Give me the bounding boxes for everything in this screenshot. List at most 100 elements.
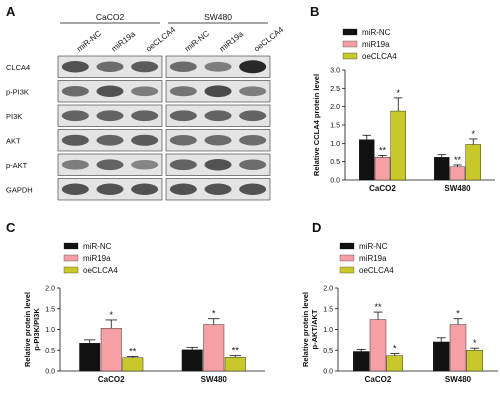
bar: [359, 139, 375, 181]
legend-entry: miR-NC: [83, 242, 112, 251]
panel-letter-d: D: [312, 220, 321, 235]
bar: [203, 324, 225, 372]
bar-chart-c: 0.0 0.5 1.0 1.5 2.0 Relative protein levelp-P…: [23, 242, 265, 384]
significance-mark: **: [374, 302, 382, 312]
legend-entry: miR19a: [362, 40, 390, 49]
y-tick-label: 0.5: [330, 159, 340, 166]
blot-band: [239, 60, 267, 74]
category-label: CaCO2: [365, 375, 392, 384]
blot-band: [96, 134, 124, 146]
bar: [353, 351, 370, 372]
significance-mark: *: [396, 88, 400, 98]
legend-entry: oeCLCA4: [362, 52, 397, 61]
y-tick-label: 0.5: [323, 348, 333, 355]
legend-entry: oeCLCA4: [83, 266, 118, 275]
legend-entry: oeCLCA4: [359, 266, 394, 275]
cell-line-label: SW480: [204, 12, 232, 22]
legend-entry: miR19a: [83, 254, 111, 263]
blot-band: [204, 159, 232, 171]
category-label: SW480: [444, 184, 471, 193]
y-tick-label: 1.5: [330, 123, 340, 130]
blot-band: [169, 159, 197, 171]
blot-band: [96, 183, 124, 195]
bar-chart-b: 0.0 0.5 1.0 1.5 2.0 2.5 3.0 Relative CCLA4 prot…: [312, 28, 495, 193]
legend-swatch: [339, 254, 355, 262]
blot-band: [61, 61, 89, 73]
y-tick-label: 1.0: [330, 141, 340, 148]
bar: [465, 144, 481, 181]
y-axis-label: Relative protein levelp-AKT/AKT: [301, 292, 319, 367]
blot-band: [239, 135, 267, 146]
y-axis-label: Relative CCLA4 protein level: [312, 74, 321, 176]
blot-band: [131, 110, 159, 122]
y-tick-label: 1.0: [323, 327, 333, 334]
bar: [181, 349, 203, 372]
legend-entry: miR19a: [359, 254, 387, 263]
y-tick-label: 2.0: [323, 286, 333, 293]
blot-band: [204, 135, 232, 146]
significance-mark: **: [454, 155, 462, 165]
category-label: SW480: [201, 375, 228, 384]
blot-band: [204, 183, 232, 195]
legend-swatch: [342, 40, 358, 48]
lane-label: miR19a: [110, 29, 138, 53]
y-tick-label: 2.0: [45, 286, 55, 293]
y-tick-label: 1.0: [45, 327, 55, 334]
blot-band: [204, 110, 232, 122]
legend-swatch: [63, 242, 79, 250]
blot-band: [131, 86, 159, 97]
panel-letter-b: B: [310, 4, 319, 19]
significance-mark: *: [212, 309, 216, 319]
protein-label: GAPDH: [6, 185, 33, 194]
y-tick-label: 0.0: [45, 369, 55, 376]
y-tick-label: 0.0: [330, 178, 340, 185]
legend-swatch: [63, 266, 79, 274]
y-tick-label: 0.5: [45, 348, 55, 355]
lane-label: oeCLCA4: [252, 25, 285, 54]
bar: [224, 357, 246, 372]
blot-band: [96, 61, 124, 72]
significance-mark: *: [109, 310, 113, 320]
blot-band: [61, 110, 89, 122]
protein-label: p-PI3K: [6, 87, 29, 96]
blot-band: [96, 110, 124, 122]
significance-mark: *: [393, 344, 397, 354]
blot-band: [169, 183, 197, 195]
blot-band: [61, 134, 89, 146]
significance-mark: **: [232, 346, 240, 356]
category-label: SW480: [445, 375, 472, 384]
lane-label: miR19a: [218, 29, 246, 53]
blot-band: [131, 134, 159, 146]
blot-band: [239, 183, 267, 195]
bar: [466, 350, 483, 372]
blot-band: [96, 159, 124, 171]
bar: [386, 355, 403, 372]
blot-band: [204, 61, 232, 72]
panel-letter-c: C: [6, 220, 16, 235]
significance-mark: **: [379, 145, 387, 155]
blot-band: [239, 110, 267, 122]
blot-band: [169, 135, 197, 146]
blot-band: [169, 86, 197, 97]
blot-band: [169, 110, 197, 122]
bar: [122, 357, 144, 372]
bar: [434, 157, 450, 181]
cell-line-label: CaCO2: [96, 12, 125, 22]
y-tick-label: 2.5: [330, 86, 340, 93]
y-tick-label: 2.0: [330, 104, 340, 111]
blot-band: [169, 61, 197, 72]
bar: [100, 328, 122, 372]
blot-band: [61, 183, 89, 195]
significance-mark: **: [129, 346, 137, 356]
lane-label: oeCLCA4: [144, 25, 177, 54]
lane-label: miR-NC: [183, 29, 211, 54]
significance-mark: *: [471, 129, 475, 139]
blot-band: [131, 61, 159, 73]
y-tick-label: 1.5: [45, 306, 55, 313]
blot-band: [131, 160, 159, 170]
category-label: CaCO2: [98, 375, 125, 384]
y-tick-label: 3.0: [330, 68, 340, 75]
protein-label: CLCA4: [6, 63, 30, 72]
